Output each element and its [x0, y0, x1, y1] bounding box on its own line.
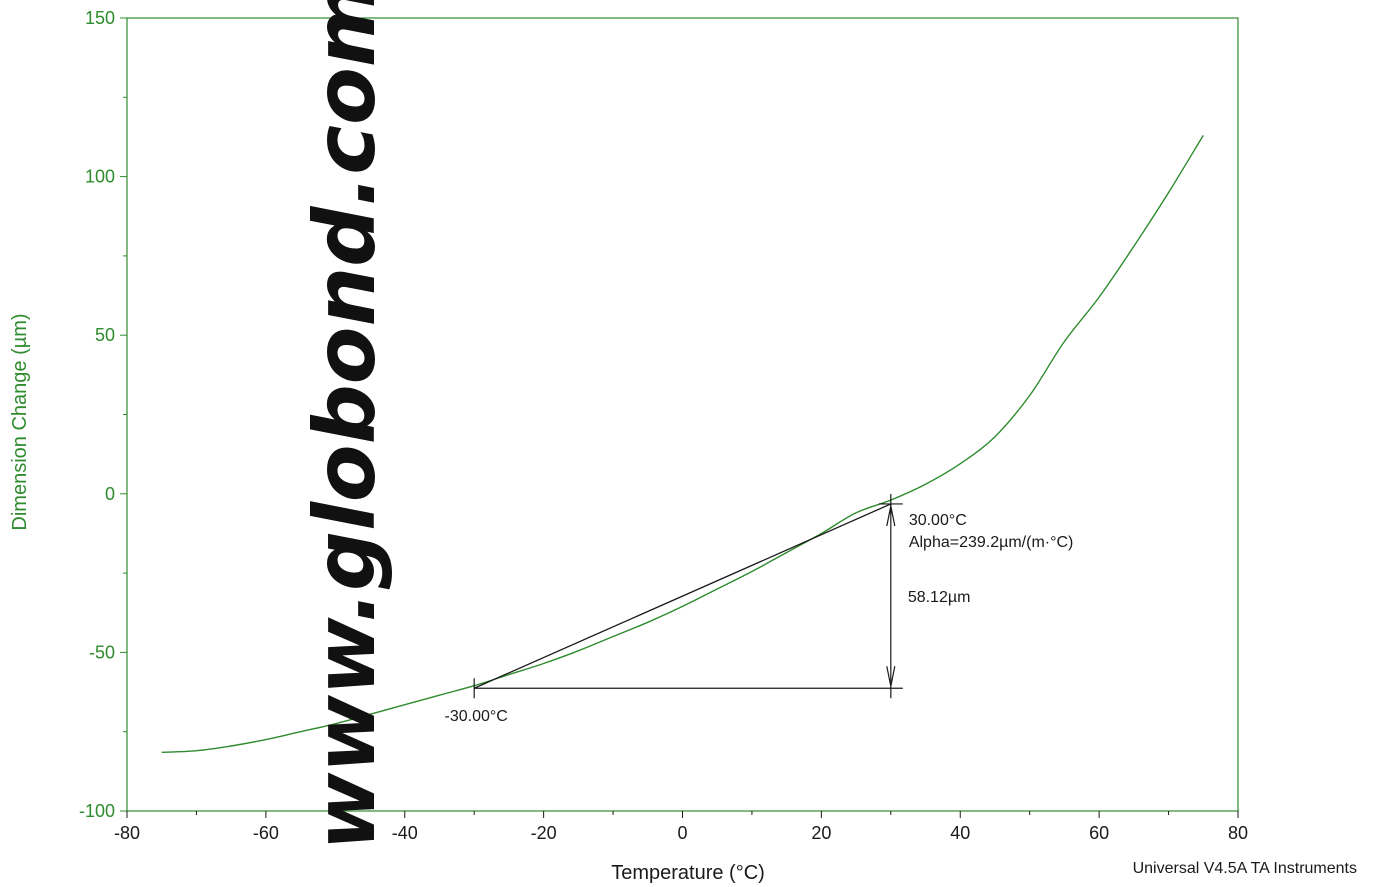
y-tick-label: -50: [89, 642, 115, 662]
end-temperature-label: 30.00°C: [909, 512, 967, 529]
footer-label: Universal V4.5A TA Instruments: [1133, 860, 1357, 877]
delta-label: 58.12µm: [908, 589, 971, 606]
x-tick-label: 0: [677, 823, 687, 843]
arrow-up-icon: [886, 505, 896, 527]
y-tick-label: 50: [95, 325, 115, 345]
series-line: [161, 135, 1204, 753]
y-tick-label: 0: [105, 484, 115, 504]
arrow-down-icon: [886, 666, 896, 687]
alpha-label: Alpha=239.2µm/(m·°C): [909, 534, 1074, 551]
y-axis-ticks: -100 -50 0 50 100 150: [79, 8, 127, 821]
x-axis-ticks: -80 -60 -40 -20 0 20 40 60 80: [114, 811, 1248, 843]
y-tick-label: -100: [79, 801, 115, 821]
plot-frame: [126, 17, 1239, 812]
x-tick-label: -20: [531, 823, 557, 843]
x-axis-title: Temperature (°C): [611, 862, 765, 884]
x-tick-label: -80: [114, 823, 140, 843]
chord-line: [473, 503, 892, 689]
x-tick-label: 60: [1089, 823, 1109, 843]
x-tick-label: 80: [1228, 823, 1248, 843]
watermark: www.globond.com: [296, 0, 394, 850]
x-tick-label: -40: [392, 823, 418, 843]
x-tick-label: 20: [811, 823, 831, 843]
y-tick-label: 150: [85, 8, 115, 28]
start-temperature-label: -30.00°C: [445, 708, 508, 725]
alpha-annotation: -30.00°C 30.00°C Alpha=239.2µm/(m·°C) 58…: [445, 493, 1074, 725]
y-axis-title: Dimension Change (µm): [9, 313, 31, 530]
x-tick-label: -60: [253, 823, 279, 843]
y-tick-label: 100: [85, 167, 115, 187]
x-tick-label: 40: [950, 823, 970, 843]
